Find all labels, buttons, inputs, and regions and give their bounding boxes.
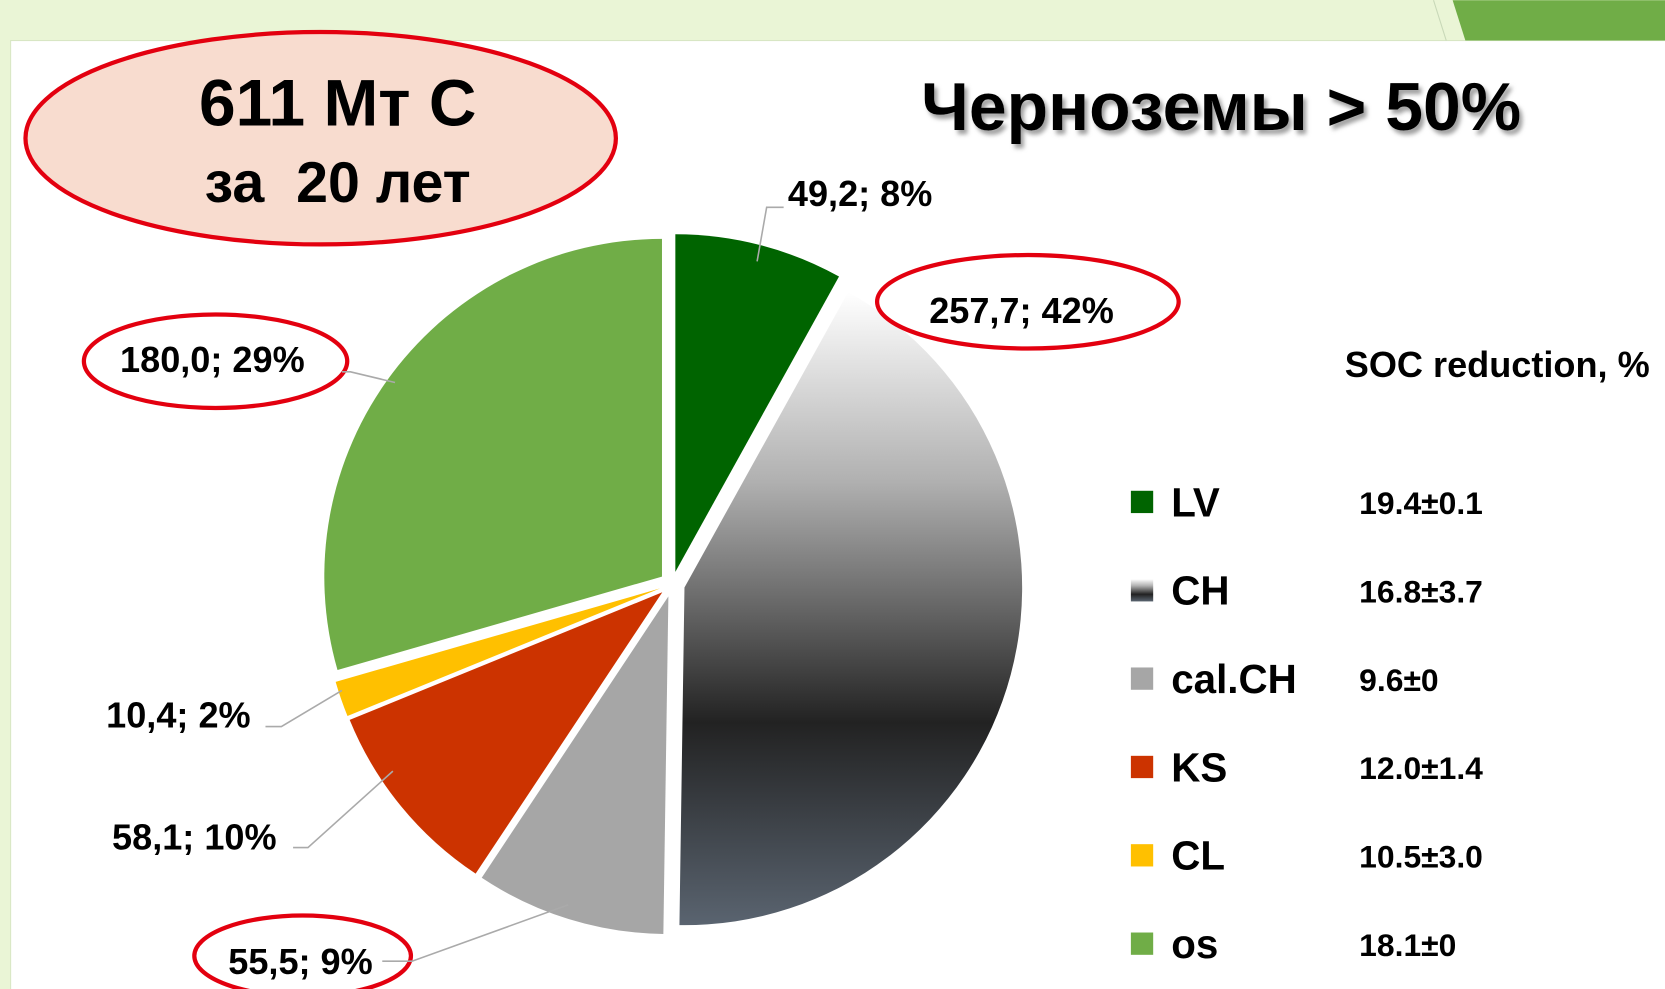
legend-value: 10.5±3.0	[1359, 839, 1483, 875]
legend-label: LV	[1171, 479, 1220, 525]
data-label: 257,7; 42%	[929, 290, 1114, 331]
legend-header: SOC reduction, %	[1344, 345, 1650, 386]
legend-swatch	[1130, 755, 1154, 779]
legend-label: CL	[1171, 833, 1225, 879]
data-label: 49,2; 8%	[788, 173, 932, 214]
leader-line	[382, 904, 569, 962]
legend-swatch	[1130, 667, 1154, 690]
pie-slice	[675, 234, 840, 572]
pie-slice	[481, 596, 669, 935]
legend-swatch	[1130, 932, 1154, 955]
corner-decoration	[1452, 0, 1665, 41]
leader-line	[265, 689, 343, 728]
legend-swatch	[1130, 490, 1154, 514]
legend-value: 18.1±0	[1359, 927, 1456, 963]
legend-swatch	[1130, 579, 1154, 602]
legend-value: 16.8±3.7	[1359, 573, 1483, 609]
chart-title: Черноземы > 50%	[921, 69, 1521, 145]
pie-slice	[349, 592, 663, 874]
highlight-ellipse	[874, 252, 1181, 351]
data-label: 55,5; 9%	[228, 941, 372, 982]
annotation: 611 Мт С	[199, 66, 476, 140]
leader-line	[341, 371, 396, 384]
data-label: 58,1; 10%	[112, 817, 277, 858]
pie-slice	[335, 588, 661, 717]
legend-label: os	[1171, 921, 1218, 967]
leader-line	[293, 770, 394, 849]
legend-label: CH	[1171, 568, 1229, 614]
legend-label: cal.CH	[1171, 656, 1297, 702]
annotation: за 20 лет	[205, 151, 471, 215]
data-label: 180,0; 29%	[120, 339, 305, 380]
pie-slice	[324, 238, 662, 671]
leader-line	[756, 206, 784, 262]
corner-line	[1433, 0, 1447, 41]
legend-value: 19.4±0.1	[1359, 485, 1483, 521]
total-ellipse	[23, 29, 619, 247]
data-label: 10,4; 2%	[106, 695, 250, 736]
legend-value: 12.0±1.4	[1359, 750, 1483, 786]
legend-header-box: SOC reduction, %	[1344, 345, 1650, 386]
highlight-ellipse	[192, 913, 414, 989]
legend-value: 9.6±0	[1359, 662, 1438, 698]
highlight-ellipse	[81, 312, 350, 411]
legend-swatch	[1130, 844, 1154, 867]
pie-slice	[679, 292, 1023, 926]
legend-label: KS	[1171, 744, 1227, 790]
